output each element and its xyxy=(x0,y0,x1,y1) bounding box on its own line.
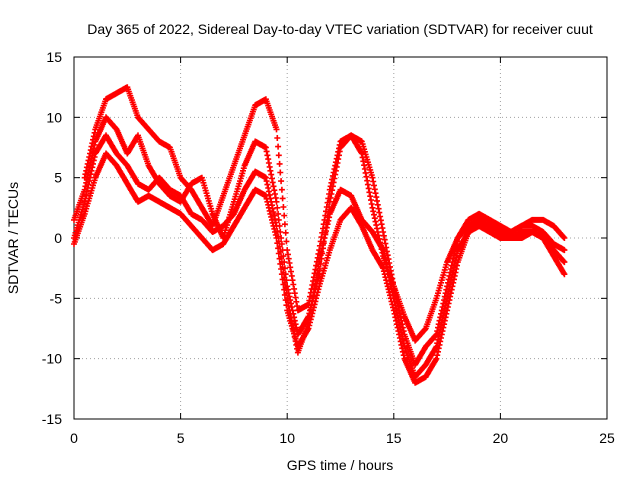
y-tick-label: 15 xyxy=(46,49,62,65)
y-tick-label: -15 xyxy=(42,411,62,427)
axis-ticks xyxy=(73,56,608,420)
series-track-3 xyxy=(71,150,568,386)
x-tick-label: 25 xyxy=(599,430,615,446)
x-tick-label: 15 xyxy=(386,430,402,446)
y-tick-label: 10 xyxy=(46,109,62,125)
series-markers xyxy=(81,84,568,344)
chart-title: Day 365 of 2022, Sidereal Day-to-day VTE… xyxy=(87,21,593,37)
y-tick-label: 0 xyxy=(54,230,62,246)
x-axis-title: GPS time / hours xyxy=(287,457,394,473)
y-tick-label: -10 xyxy=(42,351,62,367)
series-markers xyxy=(71,150,568,386)
y-axis-title: SDTVAR / TECUs xyxy=(5,182,21,294)
series-markers xyxy=(71,132,568,380)
series-track-2 xyxy=(71,132,568,380)
x-tick-label: 10 xyxy=(279,430,295,446)
y-tick-label: 5 xyxy=(54,170,62,186)
x-tick-label: 5 xyxy=(177,430,185,446)
series-track-4 xyxy=(81,84,568,344)
tick-labels: 0 5 10 15 20 25 -15 -10 -5 0 5 10 15 xyxy=(42,49,615,446)
x-tick-label: 0 xyxy=(70,430,78,446)
x-tick-label: 20 xyxy=(493,430,509,446)
y-tick-label: -5 xyxy=(50,290,63,306)
data-points xyxy=(71,84,568,386)
